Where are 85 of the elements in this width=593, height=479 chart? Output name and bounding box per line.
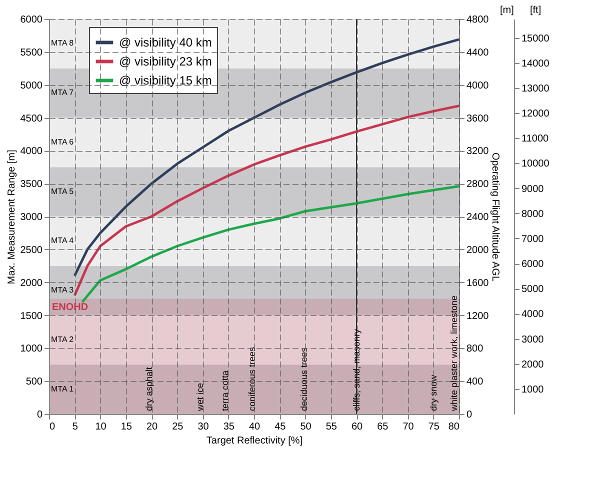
x-tick-label: 5 xyxy=(72,422,78,432)
y3-tick-label: 5000 xyxy=(522,284,544,296)
y-tick-label: 4000 xyxy=(20,146,43,158)
y3-tick-label: 11000 xyxy=(522,134,550,145)
band-label: MTA 4 xyxy=(51,236,74,246)
y-axis-title: Max. Measurement Range [m] xyxy=(6,150,18,284)
y2-tick-label: 1600 xyxy=(466,278,490,289)
y3-tick-label: 2000 xyxy=(522,359,544,370)
y-tick-label: 2500 xyxy=(20,244,43,256)
annotation: terra cotta xyxy=(220,370,230,411)
y3-tick-label: 6000 xyxy=(522,259,544,270)
y3-tick-label: 3000 xyxy=(522,334,544,346)
x-tick-label: 40 xyxy=(248,422,260,432)
x-tick-label: 65 xyxy=(377,422,389,432)
x-tick-label: 10 xyxy=(95,422,107,432)
y2-tick-label: 2000 xyxy=(466,244,490,256)
legend-label: @ visibility 23 km xyxy=(119,54,212,68)
x-axis-title: Target Reflectivity [%] xyxy=(206,436,303,446)
x-tick-label: 35 xyxy=(223,422,235,432)
y2-tick-label: 400 xyxy=(466,376,484,388)
y-tick-label: 3000 xyxy=(20,212,43,223)
x-tick-label: 20 xyxy=(146,422,158,432)
y3-tick-label: 1000 xyxy=(522,384,544,396)
y2-tick-label: 4800 xyxy=(466,14,490,26)
x-tick-label: 25 xyxy=(172,422,184,432)
text: [ft] xyxy=(530,5,542,16)
y-tick-label: 2000 xyxy=(20,278,43,289)
annotation: wet ice xyxy=(195,382,206,412)
annotation: cliffs, sand, masonry xyxy=(352,328,362,411)
y2-tick-label: 2400 xyxy=(466,212,490,223)
x-tick-label: 80 xyxy=(448,422,460,432)
x-tick-label: 60 xyxy=(351,422,363,432)
y-tick-label: 5500 xyxy=(20,47,43,58)
y2-tick-label: 3600 xyxy=(466,113,490,124)
band-label: ENOHD xyxy=(52,302,88,313)
x-tick-label: 15 xyxy=(120,422,132,432)
annotation: dry snow xyxy=(428,374,438,411)
y-tick-label: 3500 xyxy=(20,179,43,190)
band-label: MTA 3 xyxy=(51,286,74,295)
x-tick-label: 0 xyxy=(50,422,56,432)
y2-tick-label: 800 xyxy=(466,344,484,355)
y3-tick-label: 8000 xyxy=(522,208,544,220)
band-label: MTA 2 xyxy=(51,334,74,344)
y-tick-label: 0 xyxy=(36,410,43,420)
y3-tick-label: 14000 xyxy=(522,58,550,70)
band-label: MTA 5 xyxy=(51,186,74,196)
y2-axis-title: Operating Flight Altitude AGL xyxy=(490,152,501,282)
y3-tick-label: 10000 xyxy=(522,158,550,170)
annotation: dry asphalt xyxy=(144,366,154,411)
y3-tick-label: 9000 xyxy=(522,184,544,195)
annotation: coniferous trees xyxy=(246,346,257,411)
x-tick-label: 50 xyxy=(300,422,312,432)
legend-label: @ visibility 40 km xyxy=(119,36,212,50)
line-series xyxy=(73,38,460,277)
x-tick-label: 45 xyxy=(274,422,286,432)
x-tick-label: 55 xyxy=(326,422,338,432)
y2-tick-label: 4000 xyxy=(466,80,490,92)
y2-tick-label: 3200 xyxy=(466,146,490,158)
y-tick-label: 4500 xyxy=(20,113,43,124)
y3-tick-label: 13000 xyxy=(522,83,550,94)
text: [m] xyxy=(500,5,514,16)
y2-tick-label: 4400 xyxy=(466,47,490,58)
y2-tick-label: 0 xyxy=(466,410,472,420)
x-tick-label: 75 xyxy=(428,422,440,432)
x-tick-label: 70 xyxy=(402,422,414,432)
y3-tick-label: 4000 xyxy=(522,309,544,320)
y3-tick-label: 7000 xyxy=(522,234,544,245)
y-tick-label: 500 xyxy=(26,376,43,388)
x-tick-label: 30 xyxy=(198,422,210,432)
band-label: MTA 6 xyxy=(51,137,74,146)
y3-tick-label: 12000 xyxy=(522,108,550,120)
legend-label: @ visibility 15 km xyxy=(119,74,212,88)
band-label: MTA 8 xyxy=(51,38,74,48)
y-tick-label: 1000 xyxy=(20,344,43,355)
y3-tick-label: 15000 xyxy=(522,33,550,44)
y-tick-label: 5000 xyxy=(20,80,43,92)
annotation: deciduous trees xyxy=(299,346,310,411)
band-label: MTA 1 xyxy=(51,384,74,394)
line-series xyxy=(73,104,460,297)
y2-tick-label: 2800 xyxy=(466,179,490,190)
y-tick-label: 6000 xyxy=(20,14,43,26)
y-tick-label: 1500 xyxy=(20,310,43,322)
y2-tick-label: 1200 xyxy=(466,310,490,322)
annotation: white plaster work, limestone xyxy=(448,295,459,412)
band-label: MTA 7 xyxy=(51,88,74,98)
